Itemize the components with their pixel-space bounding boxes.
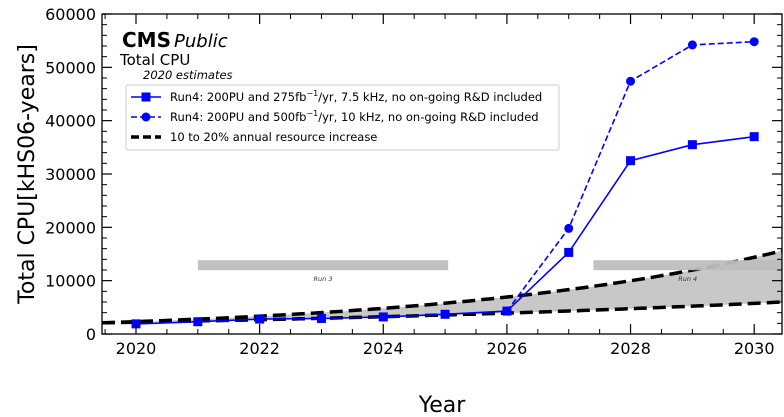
series-2-point-2030 <box>749 37 759 47</box>
series-1-point-2029 <box>687 140 697 150</box>
cms-brand: CMS <box>122 28 171 52</box>
legend-marker-1 <box>141 92 151 102</box>
legend-marker-2 <box>141 112 151 122</box>
axes: 2020 2022 2024 2026 2028 2030 0 10000 20000 30000… <box>15 5 783 417</box>
chart-title: Total CPU <box>119 51 190 69</box>
run-period-bar-4 <box>593 260 782 271</box>
legend-entry-2: Run4: 200PU and 500fb−1/yr, 10 kHz, no o… <box>131 109 539 124</box>
series-1-point-2030 <box>749 132 759 142</box>
y-tick-label-40000: 40000 <box>45 112 96 131</box>
series-2-point-2027 <box>564 223 574 233</box>
cms-public: Public <box>174 31 228 52</box>
chart-subtitle: 2020 estimates <box>143 68 233 82</box>
series-1-point-2024 <box>378 312 388 322</box>
run-periods: Run 3 Run 4 <box>197 260 782 283</box>
legend-label-2: Run4: 200PU and 500fb−1/yr, 10 kHz, no o… <box>170 109 539 124</box>
x-tick-label-2028: 2028 <box>610 339 651 358</box>
chart-header: CMS Public Total CPU 2020 estimates <box>119 28 233 82</box>
x-tick-label-2022: 2022 <box>239 339 280 358</box>
legend-entry-3: 10 to 20% annual resource increase <box>131 130 377 144</box>
series-layer <box>131 37 759 329</box>
series-2-point-2029 <box>687 40 697 50</box>
x-tick-label-2030: 2030 <box>734 339 775 358</box>
y-axis-label: Total CPU[kHS06-years] <box>15 44 40 305</box>
run-period-bar-3 <box>197 260 449 271</box>
series-1-point-2021 <box>193 317 203 327</box>
x-tick-label-2026: 2026 <box>487 339 528 358</box>
series-1-point-2027 <box>564 247 574 257</box>
x-axis-label: Year <box>418 393 467 417</box>
y-tick-label-20000: 20000 <box>45 218 96 237</box>
legend-label-1: Run4: 200PU and 275fb−1/yr, 7.5 kHz, no … <box>170 89 542 104</box>
run-period-label-3: Run 3 <box>314 275 333 283</box>
series-2-point-2026 <box>502 306 512 316</box>
legend: Run4: 200PU and 275fb−1/yr, 7.5 kHz, no … <box>125 84 560 151</box>
legend-entry-1: Run4: 200PU and 275fb−1/yr, 7.5 kHz, no … <box>131 89 542 104</box>
y-tick-label-30000: 30000 <box>45 165 96 184</box>
series-1-point-2023 <box>316 314 326 324</box>
legend-label-3: 10 to 20% annual resource increase <box>170 130 377 144</box>
run-period-label-4: Run 4 <box>678 275 697 283</box>
y-tick-label-10000: 10000 <box>45 272 96 291</box>
x-tick-label-2020: 2020 <box>116 339 157 358</box>
y-tick-label-50000: 50000 <box>45 58 96 77</box>
resource-band <box>102 249 782 325</box>
x-tick-label-2024: 2024 <box>363 339 404 358</box>
series-1-point-2028 <box>626 156 636 166</box>
resource-band-fill <box>102 250 782 323</box>
y-tick-label-0: 0 <box>86 325 96 344</box>
y-tick-label-60000: 60000 <box>45 5 96 24</box>
series-1-point-2022 <box>255 314 265 324</box>
series-1-point-2020 <box>131 319 141 329</box>
series-2-point-2028 <box>626 76 636 86</box>
legend-box <box>125 84 560 151</box>
series-1-point-2025 <box>440 309 450 319</box>
